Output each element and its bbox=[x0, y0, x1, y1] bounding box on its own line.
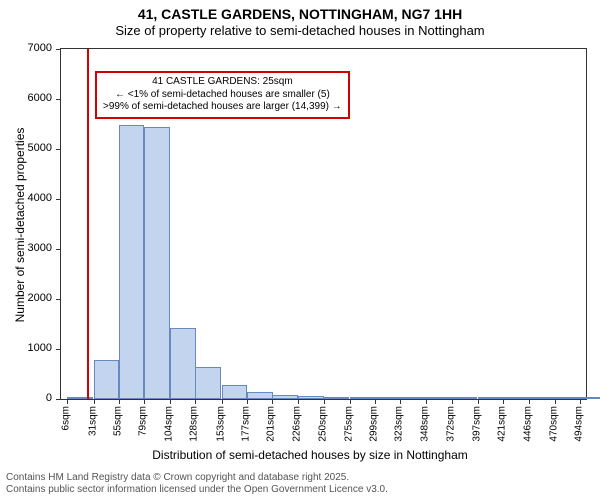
x-tick-label: 323sqm bbox=[394, 406, 405, 442]
x-tick bbox=[67, 399, 68, 404]
y-tick-label: 2000 bbox=[12, 292, 52, 304]
x-tick-label: 470sqm bbox=[548, 406, 559, 442]
histogram-bar bbox=[503, 397, 529, 399]
x-tick bbox=[195, 399, 196, 404]
x-tick bbox=[94, 399, 95, 404]
annotation-line: >99% of semi-detached houses are larger … bbox=[103, 101, 342, 114]
x-tick-label: 250sqm bbox=[317, 406, 328, 442]
y-tick bbox=[56, 399, 61, 400]
x-tick bbox=[350, 399, 351, 404]
x-tick-label: 421sqm bbox=[497, 406, 508, 442]
footer-line-2: Contains public sector information licen… bbox=[6, 484, 388, 496]
x-tick-label: 6sqm bbox=[61, 406, 72, 430]
footer-text: Contains HM Land Registry data © Crown c… bbox=[6, 472, 388, 496]
annotation-box: 41 CASTLE GARDENS: 25sqm← <1% of semi-de… bbox=[95, 71, 350, 119]
histogram-bar bbox=[222, 385, 248, 399]
histogram-bar bbox=[94, 360, 120, 399]
histogram-bar bbox=[170, 328, 196, 399]
histogram-bar bbox=[119, 125, 145, 399]
x-tick bbox=[452, 399, 453, 404]
x-tick bbox=[400, 399, 401, 404]
y-tick-label: 6000 bbox=[12, 92, 52, 104]
histogram-bar bbox=[195, 367, 221, 399]
histogram-bar bbox=[555, 397, 581, 399]
histogram-bar bbox=[580, 397, 600, 399]
y-tick-label: 5000 bbox=[12, 142, 52, 154]
x-tick-label: 446sqm bbox=[523, 406, 534, 442]
x-tick-label: 275sqm bbox=[343, 406, 354, 442]
y-tick bbox=[56, 149, 61, 150]
x-tick bbox=[503, 399, 504, 404]
x-tick-label: 128sqm bbox=[189, 406, 200, 442]
x-tick-label: 79sqm bbox=[137, 406, 148, 436]
y-tick-label: 0 bbox=[12, 392, 52, 404]
histogram-bar bbox=[350, 397, 376, 399]
histogram-bar bbox=[298, 396, 324, 399]
histogram-bar bbox=[400, 397, 426, 399]
x-tick bbox=[555, 399, 556, 404]
x-tick-label: 201sqm bbox=[266, 406, 277, 442]
histogram-bar bbox=[272, 395, 298, 400]
histogram-bar bbox=[426, 397, 452, 399]
x-tick bbox=[426, 399, 427, 404]
x-tick-label: 226sqm bbox=[292, 406, 303, 442]
x-tick bbox=[144, 399, 145, 404]
x-tick-label: 299sqm bbox=[368, 406, 379, 442]
annotation-line: ← <1% of semi-detached houses are smalle… bbox=[103, 89, 342, 102]
x-tick bbox=[119, 399, 120, 404]
histogram-bar bbox=[375, 397, 401, 399]
x-tick bbox=[529, 399, 530, 404]
y-tick bbox=[56, 199, 61, 200]
y-tick bbox=[56, 99, 61, 100]
x-tick bbox=[580, 399, 581, 404]
histogram-bar bbox=[324, 397, 350, 399]
x-tick bbox=[170, 399, 171, 404]
x-tick-label: 177sqm bbox=[240, 406, 251, 442]
x-tick-label: 494sqm bbox=[573, 406, 584, 442]
y-tick bbox=[56, 349, 61, 350]
chart-container: 41, CASTLE GARDENS, NOTTINGHAM, NG7 1HH … bbox=[0, 0, 600, 500]
plot-area: 41 CASTLE GARDENS: 25sqm← <1% of semi-de… bbox=[60, 48, 587, 400]
x-tick bbox=[375, 399, 376, 404]
y-tick-label: 7000 bbox=[12, 42, 52, 54]
chart-subtitle: Size of property relative to semi-detach… bbox=[0, 23, 600, 43]
y-tick-label: 4000 bbox=[12, 192, 52, 204]
x-tick-label: 104sqm bbox=[164, 406, 175, 442]
y-tick-label: 3000 bbox=[12, 242, 52, 254]
x-tick bbox=[298, 399, 299, 404]
histogram-bar bbox=[529, 397, 555, 399]
annotation-line: 41 CASTLE GARDENS: 25sqm bbox=[103, 76, 342, 89]
y-tick-label: 1000 bbox=[12, 342, 52, 354]
histogram-bar bbox=[144, 127, 170, 400]
footer-line-1: Contains HM Land Registry data © Crown c… bbox=[6, 472, 388, 484]
y-tick bbox=[56, 299, 61, 300]
x-tick bbox=[272, 399, 273, 404]
x-tick-label: 372sqm bbox=[445, 406, 456, 442]
x-tick-label: 55sqm bbox=[112, 406, 123, 436]
x-tick-label: 153sqm bbox=[215, 406, 226, 442]
x-tick-label: 31sqm bbox=[87, 406, 98, 436]
x-tick-label: 397sqm bbox=[471, 406, 482, 442]
histogram-bar bbox=[478, 397, 504, 399]
histogram-bar bbox=[452, 397, 478, 399]
histogram-bar bbox=[247, 392, 273, 400]
y-tick bbox=[56, 249, 61, 250]
x-tick-label: 348sqm bbox=[420, 406, 431, 442]
y-tick bbox=[56, 49, 61, 50]
x-tick bbox=[478, 399, 479, 404]
marker-line bbox=[87, 49, 89, 399]
chart-title: 41, CASTLE GARDENS, NOTTINGHAM, NG7 1HH bbox=[0, 0, 600, 23]
x-tick bbox=[324, 399, 325, 404]
x-tick bbox=[247, 399, 248, 404]
x-tick bbox=[222, 399, 223, 404]
x-axis-label: Distribution of semi-detached houses by … bbox=[40, 448, 580, 462]
